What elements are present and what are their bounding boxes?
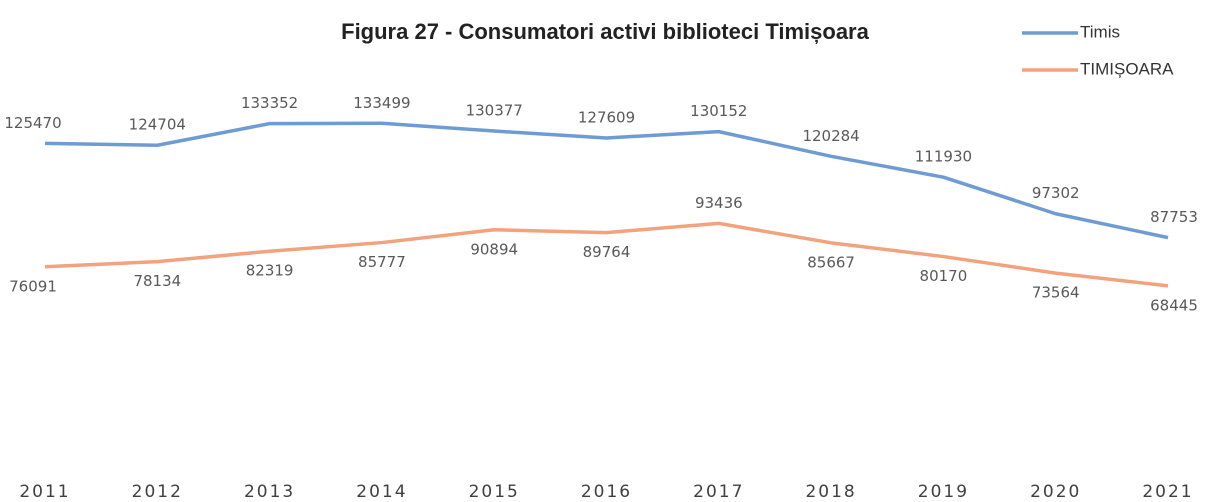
data-label: 130152 — [690, 102, 747, 120]
data-label: 73564 — [1032, 284, 1080, 302]
data-label: 127609 — [578, 108, 635, 126]
data-label: 111930 — [915, 148, 972, 166]
data-label: 125470 — [4, 114, 61, 132]
data-label: 68445 — [1150, 296, 1198, 314]
data-label: 90894 — [470, 240, 518, 258]
x-tick-label: 2017 — [693, 482, 744, 502]
data-label: 82319 — [246, 262, 294, 280]
legend-label: Timis — [1080, 22, 1120, 41]
data-label: 120284 — [802, 127, 859, 145]
series-line — [44, 121, 1169, 240]
chart-title: Figura 27 - Consumatori activi bibliotec… — [341, 19, 869, 44]
data-label: 133352 — [241, 94, 298, 112]
data-label: 89764 — [583, 243, 631, 261]
x-tick-label: 2021 — [1142, 482, 1193, 502]
data-label: 85667 — [807, 253, 855, 271]
data-label: 78134 — [133, 272, 181, 290]
legend-label: TIMIȘOARA — [1080, 59, 1174, 78]
data-label: 85777 — [358, 253, 406, 271]
data-label: 93436 — [695, 194, 743, 212]
x-tick-label: 2012 — [132, 482, 183, 502]
data-label: 76091 — [9, 277, 57, 295]
data-label: 87753 — [1150, 208, 1198, 226]
data-label: 80170 — [920, 267, 968, 285]
x-tick-label: 2014 — [356, 482, 407, 502]
x-tick-label: 2016 — [581, 482, 632, 502]
x-tick-label: 2011 — [19, 482, 70, 502]
x-tick-label: 2013 — [244, 482, 295, 502]
data-label: 124704 — [129, 116, 186, 134]
x-tick-label: 2020 — [1030, 482, 1081, 502]
data-label: 130377 — [466, 102, 523, 120]
series-line — [44, 221, 1169, 288]
x-tick-label: 2019 — [918, 482, 969, 502]
x-tick-label: 2018 — [805, 482, 856, 502]
data-label: 133499 — [353, 94, 410, 112]
data-label: 97302 — [1032, 184, 1080, 202]
x-tick-label: 2015 — [469, 482, 520, 502]
